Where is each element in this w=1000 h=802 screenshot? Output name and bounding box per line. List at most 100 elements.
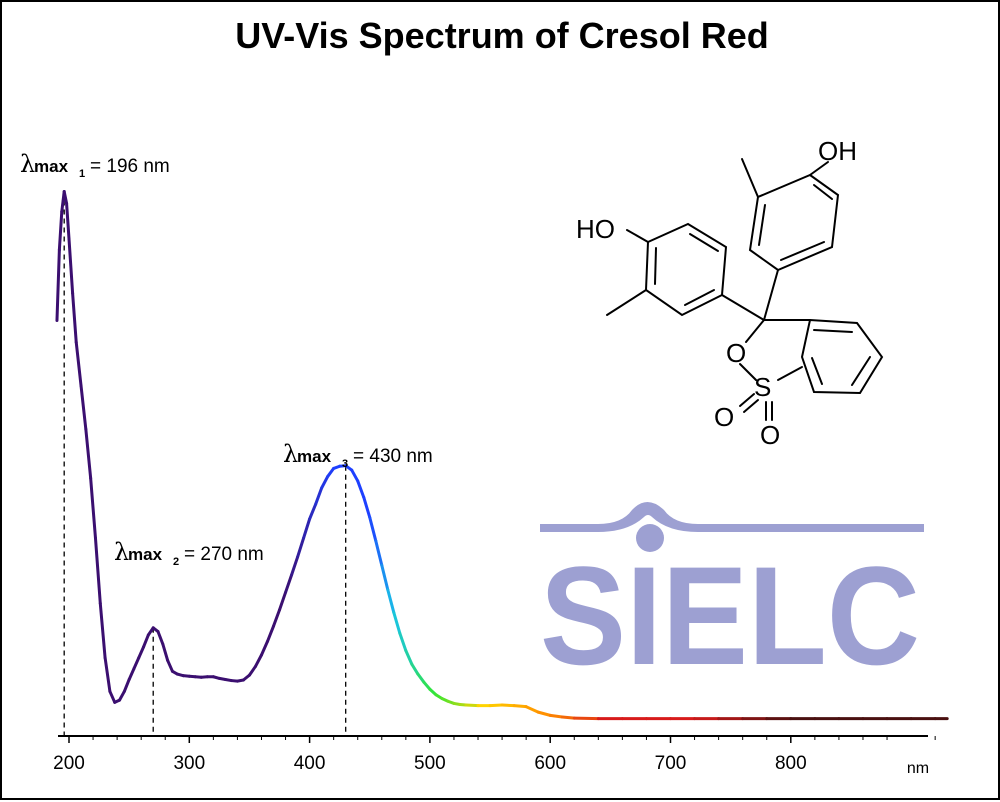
spectrum-segment bbox=[118, 689, 126, 702]
spectrum-segment bbox=[84, 427, 93, 480]
x-axis-ticks: 200 300 400 500 600 700 800 bbox=[53, 736, 936, 774]
upper-ring-inner-2 bbox=[780, 241, 825, 261]
x-tick-label-400: 400 bbox=[294, 753, 326, 774]
spectrum-segment bbox=[416, 672, 426, 684]
spectrum-segment bbox=[524, 705, 540, 714]
left-ring bbox=[644, 222, 728, 317]
lambda-symbol-2: λ bbox=[114, 538, 129, 566]
spectrum-segment bbox=[142, 633, 150, 649]
s-o-double-1a bbox=[739, 393, 755, 407]
left-ring-inner-1 bbox=[689, 233, 719, 252]
spectrum-segment bbox=[386, 588, 396, 615]
spectrum-segment bbox=[536, 710, 552, 717]
spectrum-segment bbox=[132, 656, 141, 671]
spectrum-segment bbox=[488, 703, 504, 708]
spectrum-segment bbox=[320, 475, 330, 490]
spectrum-segment bbox=[356, 479, 366, 499]
spectrum-segment bbox=[308, 502, 318, 521]
lambda-symbol-1: λ bbox=[20, 150, 35, 178]
spectrum-segment bbox=[398, 631, 408, 653]
spectrum-series bbox=[55, 190, 949, 721]
upper-ring-inner-3 bbox=[758, 204, 766, 246]
spectrum-segment bbox=[284, 573, 294, 594]
atom-sulfur: S bbox=[754, 372, 771, 402]
spectrum-segment bbox=[326, 466, 336, 479]
lambda-index-1: 1 bbox=[79, 168, 85, 180]
spectrum-segment bbox=[103, 656, 112, 693]
x-tick-label-200: 200 bbox=[53, 753, 85, 774]
spectrum-segment bbox=[350, 468, 360, 483]
lambda-sub-3: max bbox=[297, 447, 332, 466]
spectrum-segment bbox=[137, 645, 146, 660]
structure-atom-labels: OH HO O S O O bbox=[576, 136, 857, 450]
left-methyl bbox=[606, 289, 647, 316]
upper-oh-bond bbox=[809, 161, 829, 176]
left-ring-inner-2 bbox=[684, 289, 715, 306]
spectrum-segment bbox=[464, 703, 480, 708]
spectrum-segment bbox=[89, 476, 97, 540]
spectrum-segment bbox=[296, 536, 306, 559]
spectrum-segment bbox=[392, 611, 402, 635]
center-to-o bbox=[745, 319, 765, 343]
spectrum-segment bbox=[55, 248, 61, 322]
spectrum-segment bbox=[93, 536, 102, 605]
spectrum-segment bbox=[422, 680, 432, 691]
spectrum-segment bbox=[374, 539, 384, 567]
spectrum-segment bbox=[127, 667, 136, 681]
upper-ring-inner-1 bbox=[813, 184, 833, 200]
spectrum-segment bbox=[380, 563, 390, 592]
s-o-double-1b bbox=[743, 399, 759, 413]
spectrum-segment bbox=[500, 703, 516, 708]
spectrum-segment bbox=[156, 630, 165, 646]
spectrum-segment bbox=[247, 664, 257, 677]
spectrum-segment bbox=[560, 715, 576, 720]
left-to-center bbox=[721, 294, 765, 321]
spectrum-segment bbox=[259, 639, 269, 657]
atom-sulfonyl-o1: O bbox=[714, 402, 734, 432]
spectrum-segment bbox=[290, 555, 300, 577]
logo-text: SIELC bbox=[540, 537, 920, 694]
logo-swoosh bbox=[540, 502, 924, 532]
lambda-symbol-3: λ bbox=[283, 440, 298, 468]
lambda-index-2: 2 bbox=[173, 556, 179, 568]
spectrum-segment bbox=[410, 662, 420, 676]
spectrum-segment bbox=[278, 590, 288, 612]
spectrum-segment bbox=[98, 601, 107, 660]
spectrum-segment bbox=[548, 713, 564, 719]
x-tick-label-700: 700 bbox=[655, 753, 687, 774]
benzo-ring bbox=[800, 318, 884, 395]
atom-sulfonyl-o2: O bbox=[760, 420, 780, 450]
spectrum-segment bbox=[265, 624, 276, 643]
annotation-lambda-max-3: λ max 3 = 430 nm bbox=[283, 440, 433, 470]
spectrum-segment bbox=[57, 210, 64, 252]
upper-methyl bbox=[741, 158, 759, 198]
spectrum-segment bbox=[74, 340, 83, 388]
x-tick-label-500: 500 bbox=[414, 753, 446, 774]
spectrum-segment bbox=[572, 716, 600, 721]
spectrum-segment bbox=[302, 517, 312, 540]
spectrum-segment bbox=[166, 658, 174, 673]
benzo-ring-inner-2 bbox=[851, 356, 871, 386]
atom-ring-o: O bbox=[726, 338, 746, 368]
cresol-red-structure bbox=[606, 158, 884, 421]
atom-oh-top: OH bbox=[818, 136, 857, 166]
atom-ho-left: HO bbox=[576, 214, 615, 244]
spectrum-segment bbox=[108, 689, 117, 704]
left-ho-bond bbox=[626, 229, 649, 243]
watermark-logo: SIELC bbox=[540, 502, 924, 694]
spectrum-segment bbox=[253, 653, 263, 668]
upper-to-center bbox=[763, 269, 779, 321]
spectrum-segment bbox=[161, 642, 170, 662]
spectrum-segment bbox=[272, 608, 282, 628]
spectrum-segment bbox=[368, 515, 378, 543]
benzo-ring-inner-1 bbox=[813, 329, 853, 333]
spectrum-segment bbox=[122, 677, 131, 693]
x-tick-label-800: 800 bbox=[775, 753, 807, 774]
spectrum-segment bbox=[62, 190, 69, 205]
lambda-index-3: 3 bbox=[342, 458, 348, 470]
left-ring-inner-3 bbox=[654, 247, 657, 285]
lambda-value-2: = 270 nm bbox=[184, 544, 264, 565]
s-to-benzo bbox=[777, 366, 803, 381]
